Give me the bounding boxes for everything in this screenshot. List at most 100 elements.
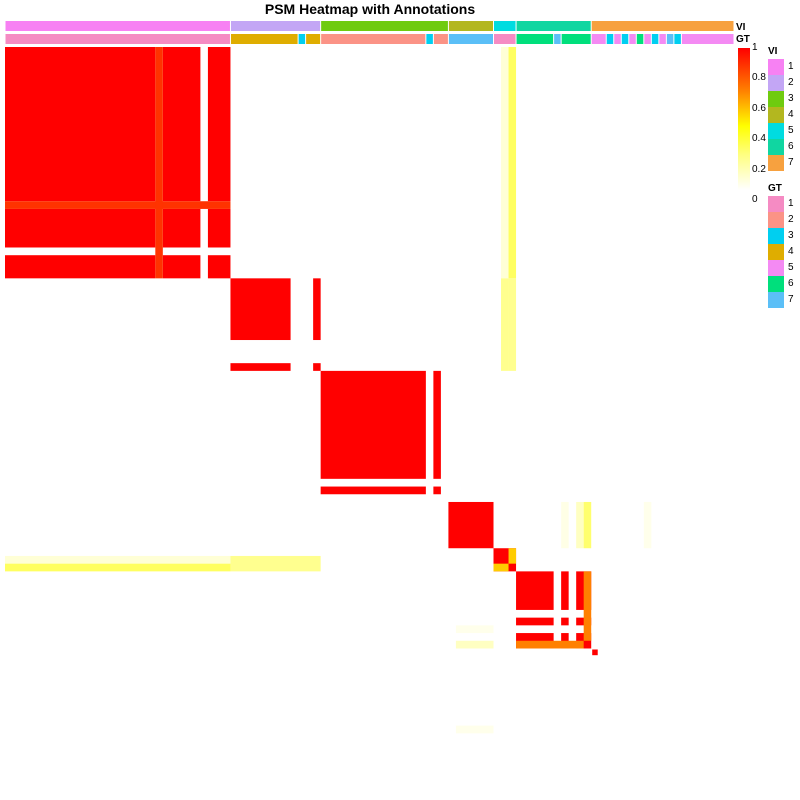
- chart-title: PSM Heatmap with Annotations: [264, 1, 476, 17]
- vi-legend-swatch: [768, 123, 784, 139]
- psm-cell: [561, 501, 569, 549]
- vi-legend-label: 4: [788, 109, 794, 120]
- block-2: [230, 363, 291, 371]
- vi-legend-label: 6: [788, 141, 794, 152]
- psm-cell: [583, 501, 592, 549]
- block-3: [320, 486, 426, 495]
- gt-annotation-segment: [681, 34, 734, 44]
- gt-annotation-segment: [433, 34, 448, 44]
- legends: [768, 59, 784, 308]
- gt-annotation-segment: [321, 34, 426, 44]
- gt-legend-swatch: [768, 228, 784, 244]
- psm-cell: [493, 563, 509, 572]
- psm-cell: [5, 555, 231, 564]
- colorbar: [738, 48, 750, 190]
- gt-legend-label: 2: [788, 214, 794, 225]
- block-2: [230, 278, 291, 341]
- gt-annotation-segment: [606, 34, 614, 44]
- gt-legend-label: 5: [788, 262, 794, 273]
- vi-legend-swatch: [768, 91, 784, 107]
- vi-legend-swatch: [768, 75, 784, 91]
- vi-legend-label: 5: [788, 125, 794, 136]
- vi-annotation-segment: [448, 21, 494, 31]
- psm-cell: [155, 47, 163, 279]
- psm-cell: [501, 47, 509, 279]
- block-1: [5, 208, 156, 248]
- colorbar-tick: 0: [752, 194, 758, 205]
- psm-cell: [5, 201, 231, 209]
- psm-cell: [516, 640, 584, 649]
- vi-annotation-segment: [230, 21, 321, 31]
- gt-legend-label: 7: [788, 294, 794, 305]
- vi-legend-swatch: [768, 155, 784, 171]
- gt-annotation-segment: [494, 34, 516, 44]
- gt-legend-swatch: [768, 292, 784, 308]
- block-1: [5, 255, 156, 279]
- gt-annotation-segment: [659, 34, 666, 44]
- gt-annotation-segment: [636, 34, 644, 44]
- psm-cell: [455, 625, 494, 634]
- gt-annotation-segment: [554, 34, 561, 44]
- gt-annotation-segment: [674, 34, 681, 44]
- gt-legend-swatch: [768, 260, 784, 276]
- block-1: [162, 255, 201, 279]
- vi-annotation-segment: [516, 21, 591, 31]
- gt-annotation-segment: [5, 34, 230, 44]
- block-6: [561, 617, 569, 626]
- vi-legend-label: 2: [788, 77, 794, 88]
- gt-annotation-segment: [426, 34, 433, 44]
- vi-legend-swatch: [768, 59, 784, 75]
- psm-cell: [501, 278, 509, 371]
- colorbar-tick: 0.2: [752, 163, 766, 175]
- vi-annotation-segment: [591, 21, 734, 31]
- gt-legend-swatch: [768, 244, 784, 260]
- gt-legend-swatch: [768, 196, 784, 212]
- gt-annotation-segment: [621, 34, 629, 44]
- annotation-bars: [5, 21, 734, 44]
- block-2: [313, 363, 321, 371]
- colorbar-gradient: [738, 48, 750, 190]
- block-3: [320, 370, 426, 479]
- gt-legend-swatch: [768, 212, 784, 228]
- block-1: [162, 47, 201, 202]
- gt-annotation-segment: [516, 34, 554, 44]
- gt-annotation-segment: [614, 34, 621, 44]
- block-1: [5, 47, 156, 202]
- gt-legend-title: GT: [768, 183, 782, 194]
- psm-cell: [643, 501, 652, 549]
- block-3: [433, 486, 441, 495]
- colorbar-tick: 0.6: [752, 102, 766, 114]
- gt-annotation-segment: [644, 34, 651, 44]
- gt-legend-label: 3: [788, 230, 794, 241]
- psm-cell: [583, 571, 592, 641]
- gt-annotation-segment: [306, 34, 321, 44]
- gt-annotation-segment: [448, 34, 494, 44]
- psm-cell: [455, 725, 494, 734]
- vi-annotation-segment: [494, 21, 516, 31]
- block-6: [516, 617, 554, 626]
- vi-legend-swatch: [768, 107, 784, 123]
- gt-annotation-segment: [230, 34, 298, 44]
- psm-cell: [508, 278, 517, 371]
- colorbar-tick: 1: [752, 42, 758, 53]
- block-1: [162, 208, 201, 248]
- psm-cell: [455, 640, 494, 649]
- gt-annotation-segment: [651, 34, 659, 44]
- vi-row-label: VI: [736, 22, 746, 33]
- gt-annotation-segment: [561, 34, 591, 44]
- vi-legend-label: 3: [788, 93, 794, 104]
- block-4: [448, 501, 494, 549]
- gt-annotation-segment: [629, 34, 636, 44]
- psm-cell: [508, 548, 517, 564]
- colorbar-tick: 0.4: [752, 133, 766, 145]
- gt-legend-label: 4: [788, 246, 794, 257]
- block-6: [516, 571, 554, 610]
- block-7: [592, 649, 598, 656]
- gt-legend-label: 1: [788, 198, 794, 209]
- vi-legend-label: 7: [788, 157, 794, 168]
- gt-row-label: GT: [736, 34, 750, 45]
- psm-cell: [230, 555, 321, 572]
- vi-annotation-segment: [321, 21, 448, 31]
- block-1: [207, 47, 231, 202]
